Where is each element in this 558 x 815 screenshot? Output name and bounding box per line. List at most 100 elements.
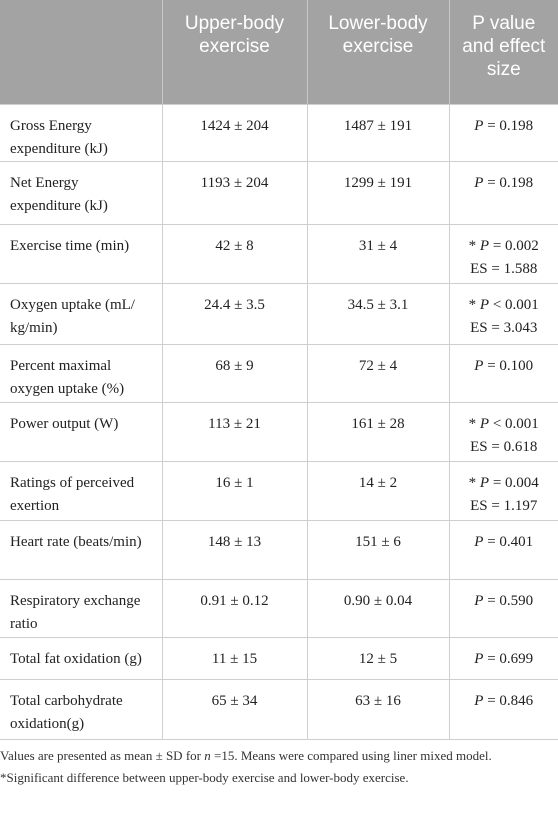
upper-value: 68 ± 9 [161, 343, 308, 403]
p-line: * P = 0.004 [460, 472, 549, 495]
p-symbol: P [479, 296, 490, 313]
upper-value: 42 ± 8 [161, 223, 308, 284]
effect-size: ES = 0.618 [470, 438, 538, 455]
p-text: = 0.699 [487, 650, 534, 667]
table-row: Heart rate (beats/min) 148 ± 13 151 ± 6 P =… [0, 519, 558, 580]
table-row: Ratings of perceived exertion 16 ± 1 14 ± … [0, 460, 558, 521]
row-label: Total carbohydrate oxidation(g) [0, 678, 163, 740]
p-value: * P < 0.001 ES = 0.618 [448, 401, 558, 462]
lower-value: 1487 ± 191 [306, 103, 450, 162]
p-value: P = 0.401 [448, 519, 558, 580]
row-label: Total fat oxidation (g) [0, 636, 163, 680]
p-text: = 0.590 [487, 592, 534, 609]
effect-size: ES = 1.197 [470, 497, 538, 514]
p-symbol: P [474, 650, 484, 667]
row-label: Gross Energy expenditure (kJ) [0, 103, 163, 162]
p-symbol: P [474, 592, 484, 609]
p-line: * P < 0.001 [460, 294, 549, 317]
significance-mark: * [468, 237, 477, 254]
header-cell: Lower-body exercise [307, 0, 450, 104]
p-value: P = 0.699 [448, 636, 558, 680]
p-symbol: P [474, 357, 484, 374]
p-line: P = 0.401 [460, 531, 549, 554]
footnote-text: n [204, 747, 211, 763]
p-text: < 0.001 [492, 296, 539, 313]
effect-size: ES = 1.588 [470, 260, 538, 277]
footnote-text: =15. Means were compared using liner mix… [210, 747, 492, 763]
p-symbol: P [474, 692, 484, 709]
lower-value: 161 ± 28 [306, 401, 450, 462]
lower-value: 12 ± 5 [306, 636, 450, 680]
table-row: Net Energy expenditure (kJ) 1193 ± 204 129… [0, 160, 558, 225]
upper-value: 148 ± 13 [161, 519, 308, 580]
footnote: Values are presented as mean ± SD for n … [0, 746, 554, 765]
p-symbol: P [474, 117, 484, 134]
lower-value: 151 ± 6 [306, 519, 450, 580]
significance-mark: * [468, 296, 477, 313]
table-row: Total carbohydrate oxidation(g) 65 ± 34 63… [0, 678, 558, 740]
significance-mark: * [468, 415, 477, 432]
p-line: P = 0.198 [460, 172, 549, 195]
p-line: P = 0.198 [460, 115, 549, 138]
upper-value: 24.4 ± 3.5 [161, 282, 308, 345]
p-text: = 0.198 [487, 174, 534, 191]
row-label: Respiratory exchange ratio [0, 578, 163, 638]
row-label: Oxygen uptake (mL/ kg/min) [0, 282, 163, 345]
table-row: Respiratory exchange ratio 0.91 ± 0.12 0.9… [0, 578, 558, 638]
p-text: = 0.198 [487, 117, 534, 134]
p-line: * P < 0.001 [460, 413, 549, 436]
table-row: Exercise time (min) 42 ± 8 31 ± 4 * P = 0.0… [0, 223, 558, 284]
p-value: P = 0.846 [448, 678, 558, 740]
p-symbol: P [479, 237, 490, 254]
data-table: Upper-body exercise Lower-body exercise P … [0, 0, 558, 740]
p-line: P = 0.699 [460, 648, 549, 671]
p-line: P = 0.100 [460, 355, 549, 378]
row-label: Net Energy expenditure (kJ) [0, 160, 163, 225]
lower-value: 14 ± 2 [306, 460, 450, 521]
p-text: = 0.401 [487, 533, 534, 550]
lower-value: 1299 ± 191 [306, 160, 450, 225]
upper-value: 65 ± 34 [161, 678, 308, 740]
p-value: * P < 0.001 ES = 3.043 [448, 282, 558, 345]
lower-value: 0.90 ± 0.04 [306, 578, 450, 638]
upper-value: 1193 ± 204 [161, 160, 308, 225]
row-label: Power output (W) [0, 401, 163, 462]
p-symbol: P [479, 415, 490, 432]
lower-value: 72 ± 4 [306, 343, 450, 403]
upper-value: 113 ± 21 [161, 401, 308, 462]
table-row: Total fat oxidation (g) 11 ± 15 12 ± 5 P = … [0, 636, 558, 680]
p-symbol: P [474, 533, 484, 550]
table-row: Power output (W) 113 ± 21 161 ± 28 * P < 0.… [0, 401, 558, 462]
footnote-text: Values are presented as mean ± SD for [0, 747, 205, 763]
p-symbol: P [474, 174, 484, 191]
p-line: P = 0.590 [460, 590, 549, 613]
p-value: P = 0.198 [448, 103, 558, 162]
table-row: Oxygen uptake (mL/ kg/min) 24.4 ± 3.5 34.5… [0, 282, 558, 345]
p-value: * P = 0.004 ES = 1.197 [448, 460, 558, 521]
lower-value: 34.5 ± 3.1 [306, 282, 450, 345]
p-text: = 0.004 [492, 474, 539, 491]
footnote: *Significant difference between upper-bo… [0, 768, 554, 787]
p-value: P = 0.100 [448, 343, 558, 403]
p-text: = 0.846 [487, 692, 534, 709]
lower-value: 31 ± 4 [306, 223, 450, 284]
header-cell [0, 0, 163, 104]
p-symbol: P [479, 474, 490, 491]
row-label: Heart rate (beats/min) [0, 519, 163, 580]
significance-mark: * [468, 474, 477, 491]
row-label: Ratings of perceived exertion [0, 460, 163, 521]
header-row: Upper-body exercise Lower-body exercise P … [0, 0, 558, 104]
upper-value: 0.91 ± 0.12 [161, 578, 308, 638]
upper-value: 11 ± 15 [161, 636, 308, 680]
footnotes: Values are presented as mean ± SD for n … [0, 740, 558, 787]
header-cell: P value and effect size [449, 0, 558, 104]
p-text: < 0.001 [492, 415, 539, 432]
upper-value: 16 ± 1 [161, 460, 308, 521]
p-text: = 0.002 [492, 237, 539, 254]
lower-value: 63 ± 16 [306, 678, 450, 740]
p-value: P = 0.590 [448, 578, 558, 638]
header-cell: Upper-body exercise [162, 0, 308, 104]
upper-value: 1424 ± 204 [161, 103, 308, 162]
